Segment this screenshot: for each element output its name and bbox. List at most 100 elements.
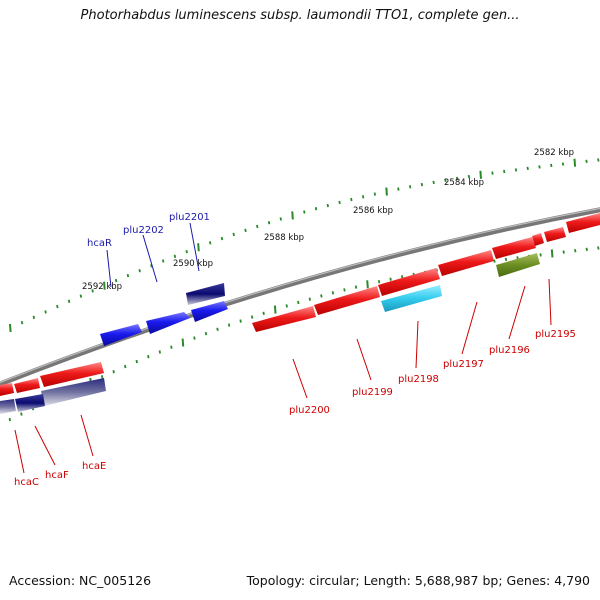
minor-tick — [467, 174, 471, 179]
tick-label: 2590 kbp — [173, 259, 213, 269]
minor-tick — [539, 253, 542, 257]
minor-tick — [585, 159, 588, 164]
minor-tick — [170, 345, 173, 349]
minor-tick — [20, 320, 24, 325]
gene-hca-edge-red[interactable] — [0, 383, 14, 396]
major-tick — [385, 187, 388, 196]
minor-tick — [331, 291, 335, 295]
gene-plu2201-dark[interactable] — [186, 283, 225, 305]
minor-tick — [503, 169, 506, 174]
major-tick — [479, 170, 482, 179]
minor-tick — [303, 210, 306, 214]
minor-tick — [67, 299, 71, 303]
tick-label: 2592 kbp — [82, 282, 122, 292]
minor-tick — [320, 294, 323, 298]
gene-hcaE[interactable] — [40, 362, 104, 387]
minor-tick — [297, 300, 300, 305]
gene-plu2201[interactable] — [191, 301, 228, 322]
genome-backbone — [0, 207, 600, 387]
minor-tick — [389, 277, 392, 281]
minor-tick — [538, 165, 541, 169]
gene-label-plu2196: plu2196 — [489, 345, 530, 356]
minor-tick — [574, 249, 577, 253]
gene-plu2200[interactable] — [252, 306, 316, 332]
minor-tick — [314, 207, 318, 211]
genome-backbone-highlight — [0, 207, 600, 384]
minor-tick — [227, 323, 231, 327]
major-tick — [197, 243, 200, 252]
minor-tick — [408, 185, 412, 189]
minor-tick — [550, 163, 553, 168]
gene-upstream-red[interactable] — [544, 227, 566, 242]
minor-tick — [126, 273, 130, 278]
minor-tick — [44, 310, 47, 314]
minor-tick — [377, 279, 381, 284]
minor-tick — [361, 195, 365, 199]
minor-tick — [597, 158, 600, 162]
major-tick — [9, 323, 12, 333]
major-tick — [573, 158, 577, 167]
gene-label-plu2197: plu2197 — [443, 359, 484, 370]
minor-tick — [373, 192, 377, 196]
gene-label-plu2202: plu2202 — [123, 225, 164, 236]
map-title: Photorhabdus luminescens subsp. laumondi… — [80, 8, 520, 23]
minor-tick — [56, 304, 59, 309]
minor-tick — [256, 224, 259, 229]
gene-hcaE-shadow[interactable] — [41, 378, 106, 406]
minor-tick — [161, 259, 165, 263]
gene-plu2196-small[interactable] — [532, 233, 544, 246]
minor-tick — [135, 359, 138, 364]
minor-tick — [420, 182, 424, 187]
minor-tick — [308, 297, 312, 301]
minor-tick — [514, 168, 518, 172]
minor-tick — [8, 417, 12, 422]
minor-tick — [150, 264, 153, 268]
minor-tick — [343, 288, 346, 292]
tick-labels: 2582 kbp 2584 kbp 2586 kbp 2588 kbp 2590… — [82, 148, 574, 292]
minor-tick — [79, 294, 83, 298]
tick-label: 2588 kbp — [264, 233, 304, 243]
minor-tick — [173, 254, 177, 258]
tick-label: 2586 kbp — [353, 206, 393, 216]
minor-tick — [250, 315, 254, 319]
minor-tick — [326, 203, 330, 208]
minor-tick — [112, 369, 115, 374]
forward-gene-labels: hcaR plu2202 plu2201 — [87, 212, 210, 288]
gene-plu2196[interactable] — [492, 237, 536, 259]
major-tick — [366, 280, 369, 289]
gene-plu2195[interactable] — [496, 253, 540, 277]
gene-plu2202[interactable] — [146, 312, 190, 334]
gene-hcaF-red[interactable] — [14, 378, 40, 393]
minor-tick — [354, 285, 358, 289]
gene-plu2198-red[interactable] — [378, 268, 440, 296]
minor-tick — [232, 232, 235, 237]
gene-hcaC[interactable] — [0, 399, 16, 414]
major-tick — [273, 305, 277, 314]
minor-tick — [220, 236, 224, 241]
gene-hcaR[interactable] — [100, 324, 142, 346]
minor-tick — [209, 241, 212, 245]
forward-strand-genes — [100, 283, 228, 346]
minor-tick — [138, 268, 141, 273]
gene-label-hcaR: hcaR — [87, 238, 112, 249]
accession-text: Accession: NC_005126 — [9, 573, 152, 588]
minor-tick — [91, 289, 94, 293]
minor-tick — [562, 250, 565, 254]
gene-plu2198[interactable] — [381, 285, 442, 312]
gene-label-plu2195: plu2195 — [535, 329, 576, 340]
minor-tick — [124, 364, 127, 369]
minor-tick — [193, 336, 196, 340]
minor-tick — [491, 171, 494, 175]
minor-tick — [561, 162, 565, 166]
gene-upstream-red-2[interactable] — [566, 213, 600, 233]
gene-hcaF[interactable] — [15, 394, 45, 412]
gene-plu2199[interactable] — [314, 286, 380, 315]
minor-tick — [204, 331, 208, 336]
major-tick — [103, 281, 106, 290]
minor-tick — [147, 355, 150, 359]
minor-tick — [397, 187, 400, 191]
gene-label-hcaF: hcaF — [45, 470, 69, 481]
minor-tick — [216, 327, 219, 331]
gene-plu2197[interactable] — [438, 250, 494, 276]
minor-tick — [597, 246, 600, 250]
